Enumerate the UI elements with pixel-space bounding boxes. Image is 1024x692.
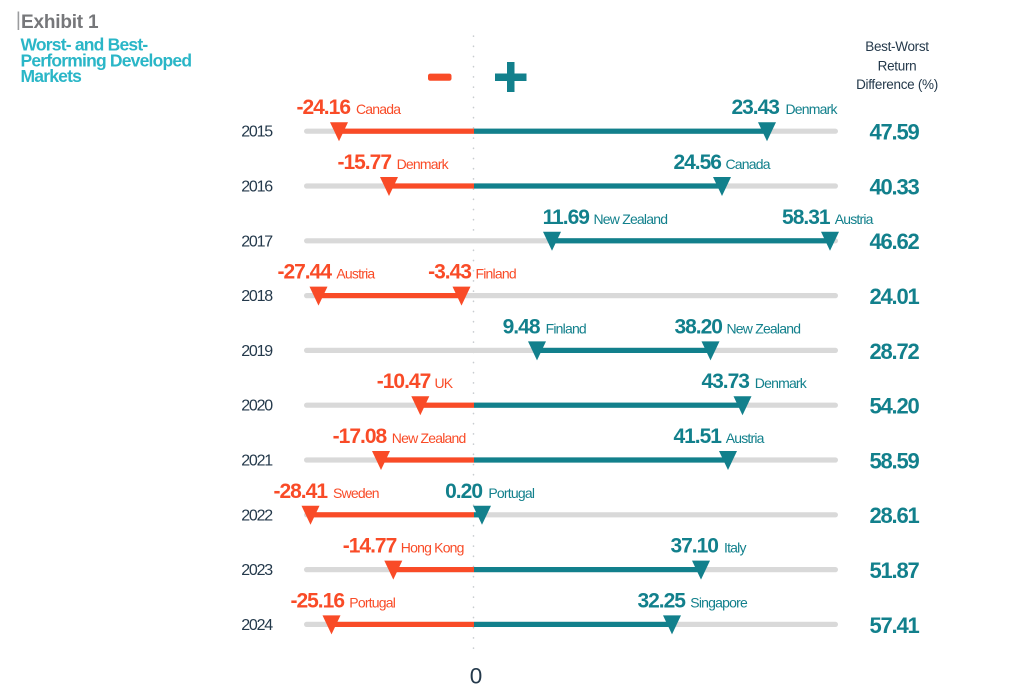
svg-text:-14.77: -14.77	[343, 535, 397, 558]
svg-text:43.73: 43.73	[701, 370, 749, 393]
svg-text:2018: 2018	[241, 288, 273, 305]
svg-text:-28.41: -28.41	[273, 480, 328, 503]
svg-text:Singapore: Singapore	[690, 594, 748, 610]
svg-text:24.01: 24.01	[869, 284, 919, 309]
svg-text:2024: 2024	[241, 617, 273, 634]
svg-text:-27.44: -27.44	[277, 261, 332, 284]
svg-text:37.10: 37.10	[670, 535, 718, 558]
svg-text:Austria: Austria	[726, 430, 765, 446]
svg-text:Worst- and Best-: Worst- and Best-	[21, 35, 149, 55]
svg-text:Finland: Finland	[546, 320, 586, 336]
svg-text:11.69: 11.69	[543, 206, 590, 229]
svg-text:9.48: 9.48	[503, 315, 541, 338]
svg-text:28.72: 28.72	[869, 339, 919, 364]
svg-text:2020: 2020	[241, 398, 273, 415]
svg-text:46.62: 46.62	[869, 229, 919, 254]
svg-text:Denmark: Denmark	[397, 156, 450, 172]
svg-text:-25.16: -25.16	[290, 589, 344, 612]
svg-text:-15.77: -15.77	[337, 151, 391, 174]
svg-text:2021: 2021	[241, 453, 273, 470]
svg-text:Austria: Austria	[336, 266, 375, 282]
svg-text:32.25: 32.25	[637, 589, 686, 612]
svg-text:23.43: 23.43	[731, 96, 779, 119]
svg-text:28.61: 28.61	[869, 503, 919, 528]
svg-text:-3.43: -3.43	[428, 261, 471, 284]
svg-text:58.31: 58.31	[782, 206, 831, 229]
svg-text:Portugal: Portugal	[349, 594, 395, 610]
svg-text:Hong Kong: Hong Kong	[401, 540, 464, 556]
svg-text:Sweden: Sweden	[333, 485, 379, 501]
svg-text:Finland: Finland	[476, 266, 516, 282]
svg-text:57.41: 57.41	[869, 613, 919, 638]
svg-text:38.20: 38.20	[674, 315, 722, 338]
svg-text:51.87: 51.87	[869, 558, 919, 583]
svg-text:Performing Developed: Performing Developed	[21, 50, 192, 70]
svg-text:Best-Worst: Best-Worst	[865, 39, 929, 54]
svg-text:58.59: 58.59	[869, 448, 919, 473]
svg-text:New Zealand: New Zealand	[727, 320, 801, 336]
svg-text:54.20: 54.20	[869, 394, 919, 419]
svg-text:2019: 2019	[241, 343, 273, 360]
svg-text:Denmark: Denmark	[786, 101, 839, 117]
svg-text:-10.47: -10.47	[377, 370, 431, 393]
svg-text:2015: 2015	[241, 124, 273, 141]
svg-text:40.33: 40.33	[869, 174, 919, 199]
svg-text:41.51: 41.51	[673, 425, 722, 448]
svg-text:-17.08: -17.08	[333, 425, 388, 448]
svg-text:Return: Return	[878, 59, 917, 74]
svg-text:2016: 2016	[241, 179, 273, 196]
svg-text:Exhibit 1: Exhibit 1	[21, 12, 99, 33]
svg-text:0: 0	[470, 664, 483, 689]
svg-text:UK: UK	[435, 375, 454, 391]
svg-text:Difference (%): Difference (%)	[856, 77, 938, 92]
svg-text:Austria: Austria	[835, 211, 874, 227]
svg-text:Denmark: Denmark	[755, 375, 808, 391]
svg-text:Markets: Markets	[21, 66, 83, 86]
svg-text:2022: 2022	[241, 507, 273, 524]
svg-text:-24.16: -24.16	[296, 96, 350, 119]
svg-text:New Zealand: New Zealand	[392, 430, 466, 446]
svg-text:Portugal: Portugal	[488, 485, 534, 501]
svg-text:2023: 2023	[241, 562, 273, 579]
svg-text:Italy: Italy	[724, 540, 746, 556]
svg-text:2017: 2017	[241, 233, 273, 250]
svg-text:0.20: 0.20	[445, 480, 482, 503]
svg-text:New Zealand: New Zealand	[594, 211, 668, 227]
svg-text:Canada: Canada	[726, 156, 771, 172]
svg-text:47.59: 47.59	[869, 120, 919, 145]
svg-text:Canada: Canada	[356, 101, 401, 117]
svg-text:24.56: 24.56	[673, 151, 721, 174]
